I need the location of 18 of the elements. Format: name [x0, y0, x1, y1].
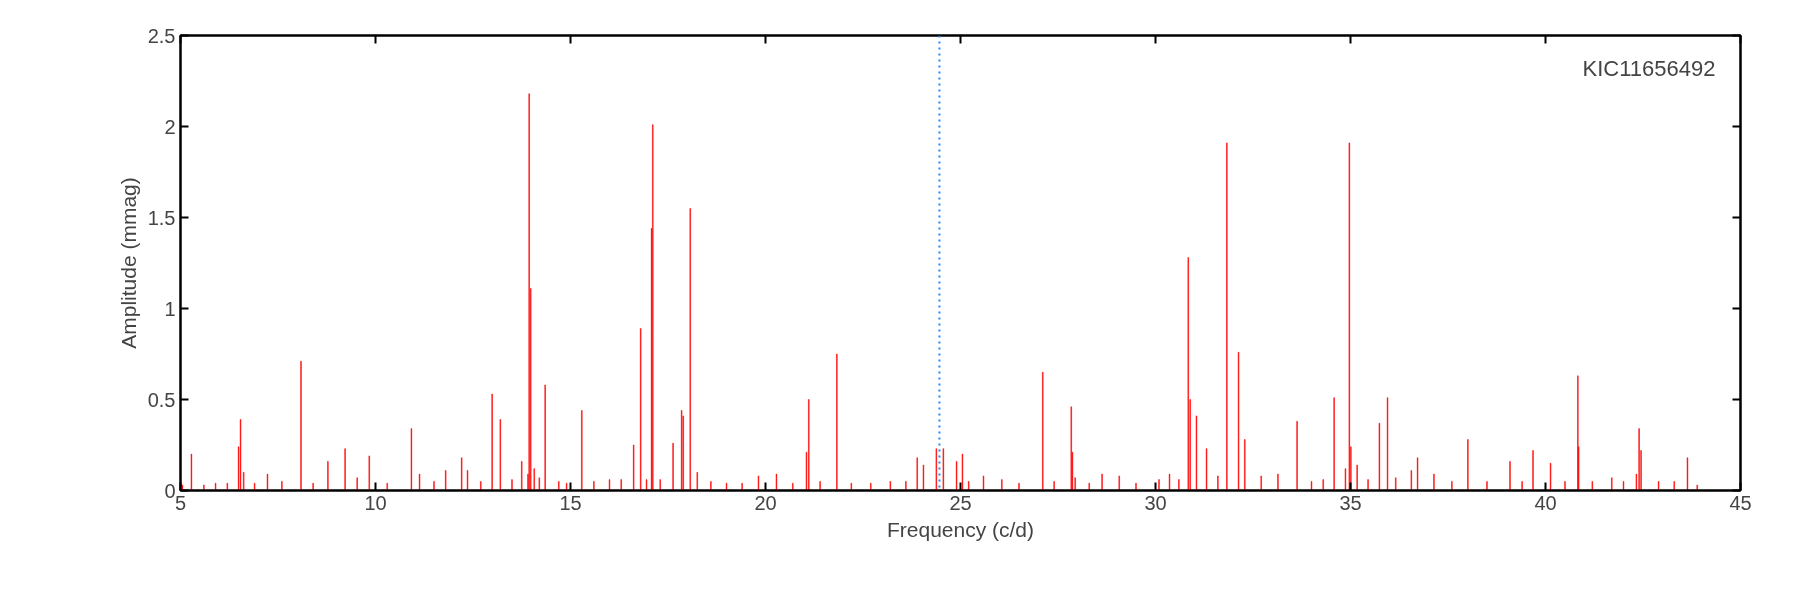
x-axis-title: Frequency (c/d)	[886, 517, 1035, 541]
x-tick-label: 10	[364, 491, 387, 514]
x-tick-label: 35	[1339, 491, 1362, 514]
y-axis-title: Amplitude (mmag)	[116, 177, 140, 349]
y-tick-label: 2.5	[147, 24, 176, 47]
y-tick-label: 0	[164, 479, 176, 502]
y-tick-label: 0.5	[147, 388, 176, 411]
annotation: KIC11656492	[1582, 55, 1716, 81]
y-tick-label: 1.5	[147, 206, 176, 229]
x-tick-label: 15	[559, 491, 582, 514]
x-tick-label: 30	[1144, 491, 1167, 514]
y-tick-label: 1	[164, 297, 176, 320]
x-tick-label: 40	[1534, 491, 1557, 514]
x-tick-label: 45	[1729, 491, 1752, 514]
x-tick-label: 5	[174, 491, 187, 514]
y-tick-label: 2	[164, 115, 176, 138]
x-tick-label: 25	[949, 491, 972, 514]
x-tick-label: 20	[754, 491, 777, 514]
